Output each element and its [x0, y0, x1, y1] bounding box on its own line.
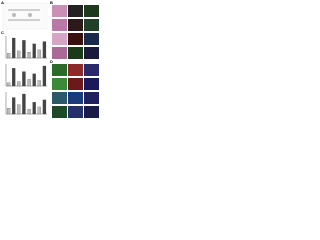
- micrograph: [84, 47, 99, 59]
- panel-label: A: [1, 0, 4, 5]
- bar: [22, 40, 26, 59]
- micrograph: [68, 5, 83, 17]
- micrograph: [68, 92, 83, 104]
- bar: [22, 93, 26, 115]
- bar: [32, 102, 36, 115]
- micrograph: [52, 106, 67, 118]
- bar: [37, 106, 41, 115]
- bar: [12, 37, 16, 59]
- micrograph: [68, 106, 83, 118]
- micrograph: [84, 106, 99, 118]
- micrograph: [52, 64, 67, 76]
- bar: [6, 82, 11, 87]
- micrograph: [68, 64, 83, 76]
- panel-label: B: [50, 0, 53, 5]
- micrograph: [68, 33, 83, 45]
- bar: [6, 108, 11, 115]
- micrograph: [52, 47, 67, 59]
- micrograph: [52, 92, 67, 104]
- micrograph: [52, 19, 67, 31]
- micrograph: [52, 78, 67, 90]
- bar: [27, 52, 31, 59]
- bar: [17, 50, 21, 59]
- micrograph: [84, 5, 99, 17]
- figure: A B C D: [1, 0, 99, 118]
- bar: [42, 99, 47, 115]
- micrograph: [84, 19, 99, 31]
- bar: [17, 81, 21, 87]
- panel-label: D: [50, 59, 53, 64]
- bar: [37, 49, 41, 59]
- bar: [12, 68, 16, 87]
- icon: [12, 13, 16, 17]
- bar: [37, 80, 41, 87]
- bar: [6, 53, 11, 59]
- bar: [22, 71, 26, 87]
- bar: [12, 97, 16, 115]
- schematic-frame: [2, 2, 48, 30]
- micrograph: [68, 19, 83, 31]
- micrograph: [84, 33, 99, 45]
- micrograph: [52, 33, 67, 45]
- micrograph: [84, 78, 99, 90]
- bar: [27, 109, 31, 115]
- bar: [27, 79, 31, 87]
- bar: [32, 43, 36, 59]
- panel-label: C: [1, 30, 4, 35]
- micrographs: [52, 5, 99, 118]
- micrograph: [68, 78, 83, 90]
- micrograph: [84, 92, 99, 104]
- bar: [42, 65, 47, 87]
- micrograph: [52, 5, 67, 17]
- icon: [28, 13, 32, 17]
- micrograph: [68, 47, 83, 59]
- bar: [32, 73, 36, 87]
- schematic: [2, 2, 48, 30]
- bar: [42, 41, 47, 59]
- bar: [17, 104, 21, 115]
- micrograph: [84, 64, 99, 76]
